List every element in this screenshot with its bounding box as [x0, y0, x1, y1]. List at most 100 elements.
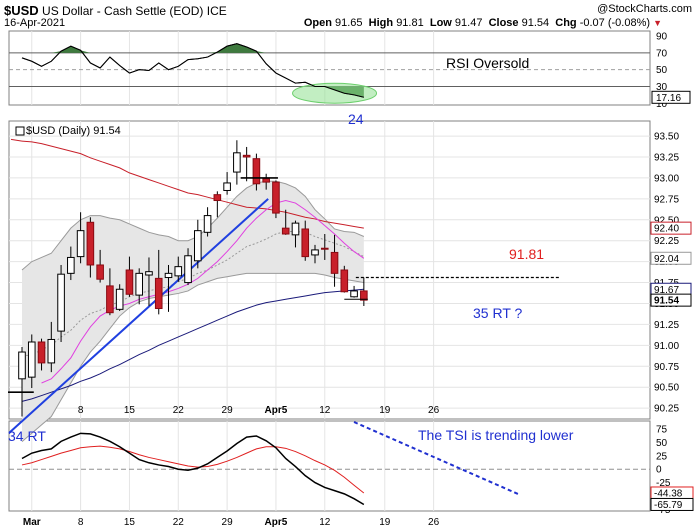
candle-body: [18, 351, 26, 380]
tsi-x-tick-label: Mar: [23, 517, 41, 528]
price-x-tick-label: 8: [78, 405, 84, 416]
ma-red-extension: [10, 138, 23, 142]
candle-body: [311, 249, 319, 256]
high-label: High: [368, 17, 394, 29]
chg-label: Chg: [555, 17, 577, 29]
tsi-y-tick-label: -25: [656, 478, 671, 489]
candle-body: [164, 272, 173, 279]
tsi-x-tick-label: 8: [78, 517, 84, 528]
rsi-y-tick-label: 30: [656, 82, 668, 93]
candle-body: [242, 154, 251, 158]
header-symbol: $USD US Dollar - Cash Settle (EOD) ICE: [4, 3, 227, 18]
price-y-tick-label: 90.25: [654, 404, 679, 415]
tsi-signal-line: [21, 445, 365, 494]
rsi-y-tick-label: 90: [656, 32, 668, 43]
legend-candle-icon: [15, 126, 25, 136]
candle-body: [203, 215, 212, 233]
rsi-oversold-annotation: RSI Oversold: [446, 55, 529, 71]
candle-body: [86, 221, 95, 266]
candle-body: [96, 264, 104, 280]
candle-body: [223, 182, 231, 191]
candle-body: [320, 247, 329, 250]
ma-red-line: [21, 140, 364, 229]
candle-body: [115, 288, 124, 310]
tsi-value-tag: [650, 497, 694, 511]
candle-body: [233, 152, 241, 173]
price-y-tick-label: 90.75: [654, 362, 679, 373]
price-value-tag-label: 92.04: [654, 254, 679, 265]
price-value-tag-label: 92.40: [654, 224, 679, 235]
price-y-tick-label: 92.75: [654, 194, 679, 205]
rsi-y-tick-label: 10: [656, 99, 668, 110]
candle-body: [272, 181, 280, 214]
tsi-x-tick-label: 19: [379, 517, 391, 528]
tsi-value-tag-label: -44.38: [654, 488, 683, 499]
close-label: Close: [488, 17, 519, 29]
candle-body: [106, 285, 114, 314]
chart-date: 16-Apr-2021: [4, 17, 66, 29]
price-value-tag: [650, 293, 692, 307]
tsi-y-tick-label: 0: [656, 465, 662, 476]
candle-body: [252, 158, 261, 185]
price-y-tick-label: 92.25: [654, 236, 679, 247]
tsi-y-tick-label: 25: [656, 451, 668, 462]
price-y-tick-label: 93.50: [654, 132, 679, 143]
ohlc-summary: Open 91.65 High 91.81 Low 91.47 Close 91…: [304, 17, 662, 29]
tsi-x-tick-label: 29: [222, 517, 234, 528]
rsi-last-value: 17.16: [656, 93, 681, 104]
price-y-tick-label: 91.25: [654, 320, 679, 331]
blue-trendline: [8, 198, 269, 434]
tsi-y-tick-label: 50: [656, 438, 668, 449]
annotation-35rt: 35 RT ?: [473, 305, 523, 321]
candle-body: [340, 269, 349, 293]
candle-body: [145, 271, 153, 276]
close-value: 91.54: [521, 17, 550, 29]
candle-body: [194, 230, 202, 262]
tsi-annotation: The TSI is trending lower: [418, 427, 574, 443]
price-x-tick-label: Apr5: [265, 405, 288, 416]
high-value: 91.81: [396, 17, 424, 29]
ma-navy-line: [21, 288, 364, 402]
open-label: Open: [303, 17, 332, 29]
price-value-tag: [650, 221, 692, 235]
price-value-tag: [650, 251, 692, 265]
candle-body: [57, 273, 65, 332]
candle-body: [27, 341, 36, 378]
candle-body: [301, 228, 310, 258]
open-value: 91.65: [335, 17, 363, 29]
tsi-line: [21, 432, 365, 506]
symbol-name: US Dollar - Cash Settle (EOD) ICE: [42, 4, 227, 18]
candle-body: [67, 256, 75, 274]
candle-body: [135, 272, 144, 296]
candle-body: [262, 178, 270, 183]
price-value-tag-label: 91.67: [654, 285, 679, 296]
tsi-y-tick-label: 75: [656, 425, 668, 436]
candle-body: [213, 194, 222, 202]
annotation-resistance: 91.81: [509, 246, 544, 262]
low-value: 91.47: [454, 17, 483, 29]
rsi-y-tick-label: 70: [656, 48, 668, 59]
price-y-tick-label: 91.00: [654, 341, 679, 352]
rsi-last-value-tag: [651, 90, 691, 104]
tsi-x-tick-label: Apr5: [265, 517, 288, 528]
candle-body: [330, 251, 339, 274]
annotation-24: 24: [348, 111, 364, 127]
rsi-y-tick-label: 50: [656, 65, 668, 76]
candle-body: [154, 277, 163, 310]
brand-label: @StockCharts.com: [597, 3, 692, 15]
candle-body: [350, 290, 358, 298]
candle-body: [281, 227, 290, 235]
candle-body: [184, 255, 192, 284]
tsi-value-tag-label: -65.79: [654, 500, 683, 511]
down-arrow-icon: ▼: [653, 18, 662, 28]
price-x-tick-label: 15: [124, 405, 136, 416]
rsi-oversold-highlight: [292, 82, 378, 104]
tsi-x-tick-label: 12: [319, 517, 331, 528]
price-y-tick-label: 90.50: [654, 383, 679, 394]
tsi-x-tick-label: 26: [428, 517, 440, 528]
bollinger-upper: [21, 180, 365, 271]
candle-body: [37, 341, 46, 364]
candle-body: [174, 266, 183, 277]
bollinger-band-fill: [22, 181, 364, 442]
